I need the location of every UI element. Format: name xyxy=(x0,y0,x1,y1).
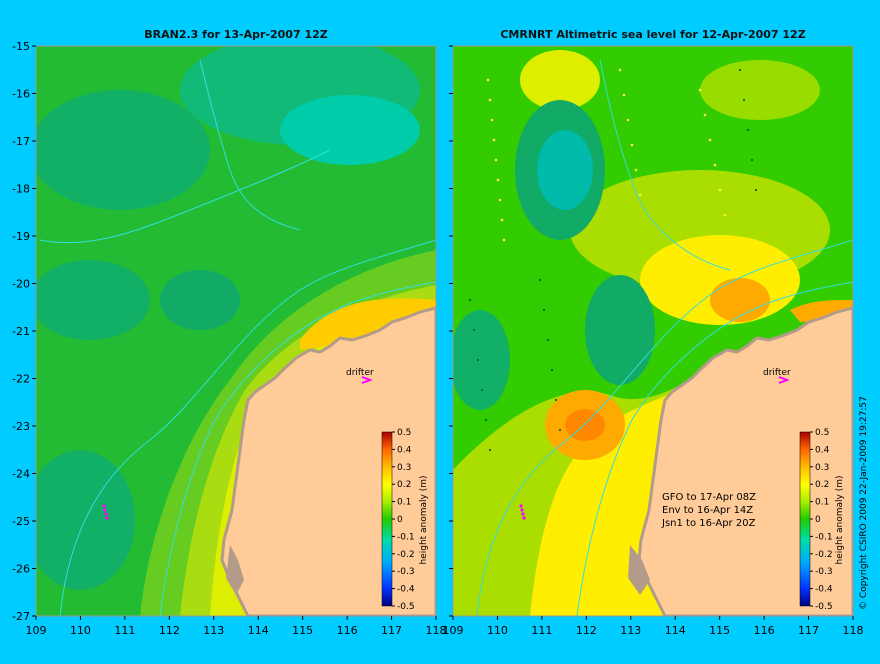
right-colorbar-tick-label: -0.3 xyxy=(815,567,833,577)
left-x-tick-label: 109 xyxy=(26,624,47,637)
satellite-note-env: Env to 16-Apr 14Z xyxy=(662,505,753,516)
right-drifter-label: drifter xyxy=(763,368,791,378)
satellite-note-gfo: GFO to 17-Apr 08Z xyxy=(662,492,756,503)
left-y-tick-label: -16 xyxy=(12,88,30,101)
left-x-tick-label: 116 xyxy=(337,624,358,637)
satellite-note-jsn1: Jsn1 to 16-Apr 20Z xyxy=(661,518,756,529)
right-colorbar-tick-label: 0.5 xyxy=(815,428,829,438)
right-colorbar-tick-label: -0.1 xyxy=(815,532,833,542)
left-y-tick-label: -26 xyxy=(12,563,30,576)
right-colorbar-tick-label: 0.3 xyxy=(815,463,829,473)
right-colorbar xyxy=(799,431,811,607)
right-x-tick-label: 117 xyxy=(798,624,819,637)
left-y-tick-label: -21 xyxy=(12,325,30,338)
right-x-tick-label: 114 xyxy=(665,624,686,637)
left-y-tick-label: -23 xyxy=(12,420,30,433)
left-colorbar xyxy=(381,431,393,607)
left-x-tick-label: 110 xyxy=(70,624,91,637)
left-colorbar-label: height anomaly (m) xyxy=(419,475,429,564)
left-colorbar-tick-label: -0.5 xyxy=(397,602,415,612)
right-satellite-tracks xyxy=(468,68,758,452)
left-y-tick-label: -24 xyxy=(12,468,30,481)
right-colorbar-tick-label: 0 xyxy=(815,515,821,525)
left-drifter-icon xyxy=(361,376,373,384)
right-map-panel: CMRNRT Altimetric sea level for 12-Apr-2… xyxy=(452,28,854,617)
axes-layer: 109 110 111 112 113 114 115 116 117 118 -15 -16 -17 -… xyxy=(12,40,863,637)
right-bathymetry-contours xyxy=(476,59,853,616)
right-x-tick-label: 113 xyxy=(620,624,641,637)
left-colorbar-tick-label: 0 xyxy=(397,515,403,525)
left-map-panel: BRAN2.3 for 13-Apr-2007 12Z xyxy=(35,28,437,617)
copyright-text: © Copyright CSIRO 2009 22-Jan-2009 19:27… xyxy=(859,396,869,610)
left-bathymetry-contours xyxy=(39,59,436,616)
right-x-tick-label: 115 xyxy=(709,624,730,637)
left-y-tick-label: -18 xyxy=(12,183,30,196)
left-y-tick-label: -19 xyxy=(12,230,30,243)
right-x-tick-label: 116 xyxy=(754,624,775,637)
left-colorbar-tick-label: 0.1 xyxy=(397,498,411,508)
left-x-tick-label: 112 xyxy=(159,624,180,637)
right-x-tick-label: 109 xyxy=(443,624,464,637)
left-x-tick-label: 115 xyxy=(292,624,313,637)
left-y-tick-label: -15 xyxy=(12,40,30,53)
right-drifter-track xyxy=(519,504,526,520)
right-colorbar-tick-label: 0.1 xyxy=(815,498,829,508)
right-colorbar-label: height anomaly (m) xyxy=(835,475,845,564)
left-colorbar-tick-label: -0.2 xyxy=(397,550,415,560)
left-panel-title: BRAN2.3 for 13-Apr-2007 12Z xyxy=(144,28,327,41)
right-x-tick-label: 118 xyxy=(843,624,864,637)
left-y-tick-label: -27 xyxy=(12,610,30,623)
right-x-tick-label: 111 xyxy=(531,624,552,637)
right-drifter-icon xyxy=(778,376,790,384)
right-x-tick-label: 110 xyxy=(487,624,508,637)
left-x-tick-label: 113 xyxy=(203,624,224,637)
left-y-tick-label: -25 xyxy=(12,515,30,528)
right-colorbar-tick-label: -0.5 xyxy=(815,602,833,612)
left-colorbar-tick-label: 0.4 xyxy=(397,445,412,455)
left-x-tick-label: 114 xyxy=(248,624,269,637)
left-y-tick-label: -22 xyxy=(12,373,30,386)
left-colorbar-tick-label: -0.1 xyxy=(397,532,415,542)
left-y-tick-label: -20 xyxy=(12,278,30,291)
right-colorbar-tick-label: 0.4 xyxy=(815,445,830,455)
left-y-tick-label: -17 xyxy=(12,135,30,148)
left-colorbar-tick-label: 0.5 xyxy=(397,428,411,438)
left-colorbar-tick-label: -0.3 xyxy=(397,567,415,577)
left-drifter-track xyxy=(102,504,109,520)
right-colorbar-tick-label: -0.4 xyxy=(815,585,833,595)
right-x-tick-label: 112 xyxy=(576,624,597,637)
left-colorbar-tick-label: -0.4 xyxy=(397,585,415,595)
right-colorbar-tick-label: -0.2 xyxy=(815,550,833,560)
left-x-tick-label: 118 xyxy=(426,624,447,637)
left-drifter-label: drifter xyxy=(346,368,374,378)
left-x-tick-label: 117 xyxy=(381,624,402,637)
left-colorbar-tick-label: 0.3 xyxy=(397,463,411,473)
left-x-tick-label: 111 xyxy=(114,624,135,637)
left-colorbar-tick-label: 0.2 xyxy=(397,480,411,490)
right-colorbar-tick-label: 0.2 xyxy=(815,480,829,490)
right-panel-title: CMRNRT Altimetric sea level for 12-Apr-2… xyxy=(500,28,805,41)
